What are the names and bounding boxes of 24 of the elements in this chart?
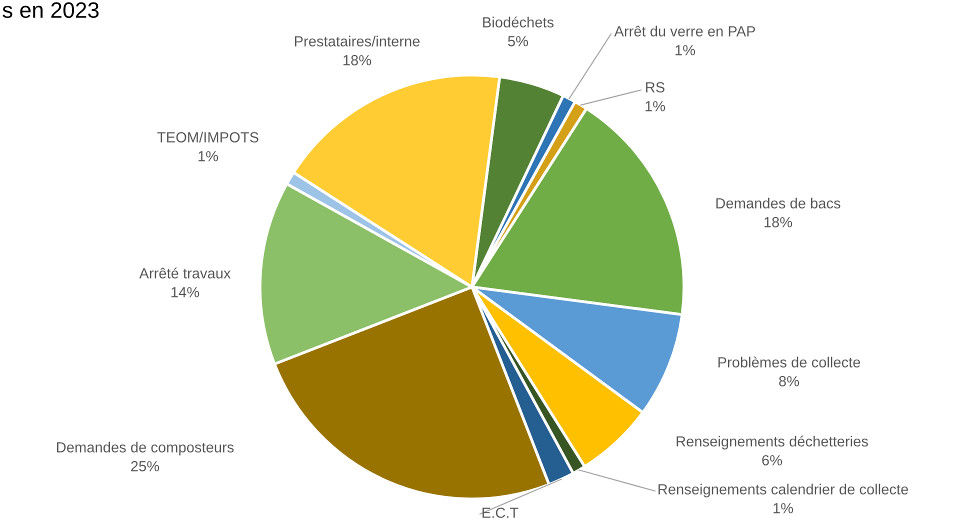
data-label: 25% xyxy=(131,461,160,472)
slice-label: Renseignements calendrier de collecte xyxy=(658,484,908,498)
slice-label: RS xyxy=(646,82,664,92)
data-label: 5% xyxy=(508,36,528,46)
slice-label: Demandes de bacs xyxy=(716,198,840,208)
data-label: 1% xyxy=(646,101,666,112)
data-label: 14% xyxy=(172,287,200,298)
slice-label: Problèmes de collecte xyxy=(718,356,860,368)
slice-label: Prestataires/interne xyxy=(294,36,420,46)
data-label: 1% xyxy=(198,151,218,162)
slice-label: Renseignements déchetteries xyxy=(676,436,868,450)
data-label: 18% xyxy=(344,55,372,66)
slice-label: Demandes de composteurs xyxy=(57,442,234,456)
slice-label: E.C.T xyxy=(482,508,518,518)
slice-label: Arrêté travaux xyxy=(139,268,231,278)
slice-label: Arrêt du verre en PAP xyxy=(614,26,756,36)
data-label: 18% xyxy=(764,217,792,228)
data-label: 1% xyxy=(676,45,696,56)
data-label: 6% xyxy=(762,455,782,466)
chart-title: s en 2023 xyxy=(2,2,99,18)
data-label: 8% xyxy=(779,376,800,386)
slice-label: TEOM/IMPOTS xyxy=(157,132,258,142)
data-label: 1% xyxy=(774,503,794,514)
slice-label: Biodéchets xyxy=(483,16,554,28)
